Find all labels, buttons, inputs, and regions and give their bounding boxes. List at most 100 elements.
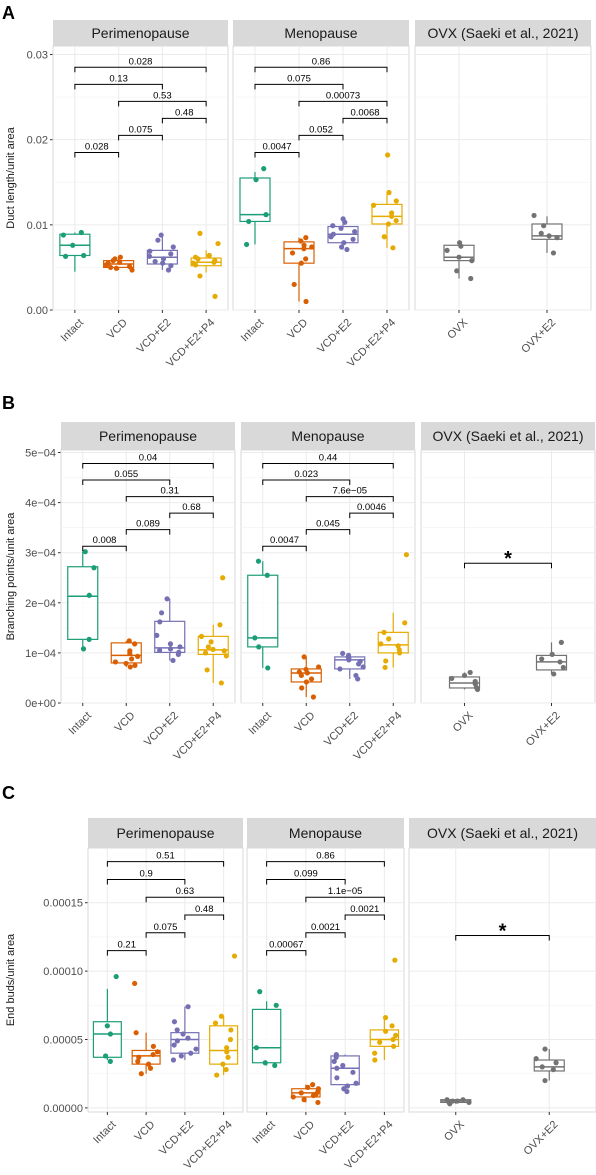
data-point <box>303 298 309 305</box>
data-point <box>147 1065 154 1071</box>
x-tick-label: OVX+E2 <box>524 710 563 749</box>
p-value-label: 0.0046 <box>357 502 386 513</box>
p-value-label: 0.052 <box>309 124 333 135</box>
data-point <box>539 1064 545 1070</box>
data-point <box>206 252 212 259</box>
y-tick-label: 1e−04 <box>25 648 56 660</box>
data-point <box>160 256 167 262</box>
comparison-bracket: 0.008 <box>82 535 127 552</box>
data-point <box>370 202 377 208</box>
data-point <box>558 639 564 645</box>
data-point <box>372 1050 378 1056</box>
y-tick-label: 0e+00 <box>25 698 56 710</box>
data-point <box>157 619 163 625</box>
data-point <box>352 229 358 235</box>
data-point <box>350 236 356 242</box>
p-value-label: 0.21 <box>118 940 137 951</box>
facet-title: Menopause <box>284 25 357 41</box>
bracket-line <box>262 463 394 469</box>
data-point <box>171 1042 177 1048</box>
box-ovx <box>448 669 481 693</box>
data-point <box>135 653 141 660</box>
data-point <box>243 241 250 248</box>
facet-strip <box>61 422 235 450</box>
p-value-label: 0.075 <box>129 124 153 135</box>
p-value-label: 0.48 <box>175 107 194 118</box>
data-point <box>262 1060 268 1066</box>
data-point <box>188 1050 194 1056</box>
x-tick-label: Intact <box>250 1119 278 1147</box>
data-point <box>110 258 116 264</box>
data-point <box>393 217 399 224</box>
y-tick-label: 5e−04 <box>25 448 56 460</box>
data-point <box>155 237 161 243</box>
data-point <box>315 664 322 670</box>
plot-area <box>420 449 596 704</box>
data-point <box>331 1058 337 1064</box>
data-point <box>308 676 315 682</box>
data-point <box>372 1057 378 1063</box>
data-point <box>378 641 384 647</box>
data-point <box>117 259 123 265</box>
box-vcd-plus-e2-plus-p4 <box>209 953 239 1078</box>
facet-title: Perimenopause <box>91 25 189 41</box>
bracket-line <box>342 117 388 124</box>
p-value-label: 0.028 <box>129 56 153 67</box>
bracket-line <box>161 117 207 124</box>
data-point <box>390 245 396 251</box>
p-value-label: 0.089 <box>136 519 160 530</box>
y-tick-label: 0.00 <box>27 305 48 317</box>
data-point <box>391 1043 397 1049</box>
data-point <box>337 666 343 672</box>
bracket-line <box>266 878 346 885</box>
data-point <box>146 253 153 259</box>
bracket-line <box>106 878 186 885</box>
y-axis-label: Branching points/unit area <box>5 512 17 641</box>
data-point <box>289 250 296 256</box>
box-intact <box>92 973 122 1064</box>
p-value-label: 0.86 <box>312 56 331 67</box>
data-point <box>263 212 269 218</box>
data-point <box>86 592 92 598</box>
panel-letter: A <box>2 3 15 23</box>
bracket-line <box>455 935 550 941</box>
bracket-line <box>118 134 163 141</box>
data-point <box>152 258 158 265</box>
data-point <box>458 243 464 249</box>
data-point <box>123 660 129 667</box>
data-point <box>392 957 398 963</box>
data-point <box>160 260 166 266</box>
data-point <box>177 644 183 650</box>
data-point <box>310 1082 316 1088</box>
data-point <box>298 672 304 679</box>
data-point <box>533 1056 539 1062</box>
box-vcd-plus-e2 <box>146 232 178 273</box>
comparison-bracket: 0.075 <box>145 922 186 938</box>
data-point <box>197 273 203 279</box>
data-point <box>338 225 344 231</box>
facet-strip <box>421 422 595 450</box>
x-tick-label: Intact <box>91 1119 119 1147</box>
data-point <box>466 1099 472 1106</box>
data-point <box>402 620 408 626</box>
x-tick-label: VCD <box>113 710 138 735</box>
bracket-line <box>349 512 394 519</box>
box-vcd <box>131 980 161 1077</box>
data-point <box>385 152 391 158</box>
data-point <box>340 1062 346 1069</box>
facet-title: OVX (Saeki et al., 2021) <box>428 25 579 41</box>
facet-title: OVX (Saeki et al., 2021) <box>433 428 584 444</box>
panel-letter: C <box>2 783 15 803</box>
data-point <box>129 267 135 273</box>
data-point <box>334 1065 340 1071</box>
data-point <box>215 240 221 247</box>
data-point <box>195 256 201 262</box>
bracket-line <box>266 861 385 867</box>
data-point <box>157 647 163 653</box>
box-ovx <box>440 1097 472 1107</box>
comparison-bracket: 0.31 <box>125 486 214 502</box>
bracket-line <box>74 66 207 73</box>
